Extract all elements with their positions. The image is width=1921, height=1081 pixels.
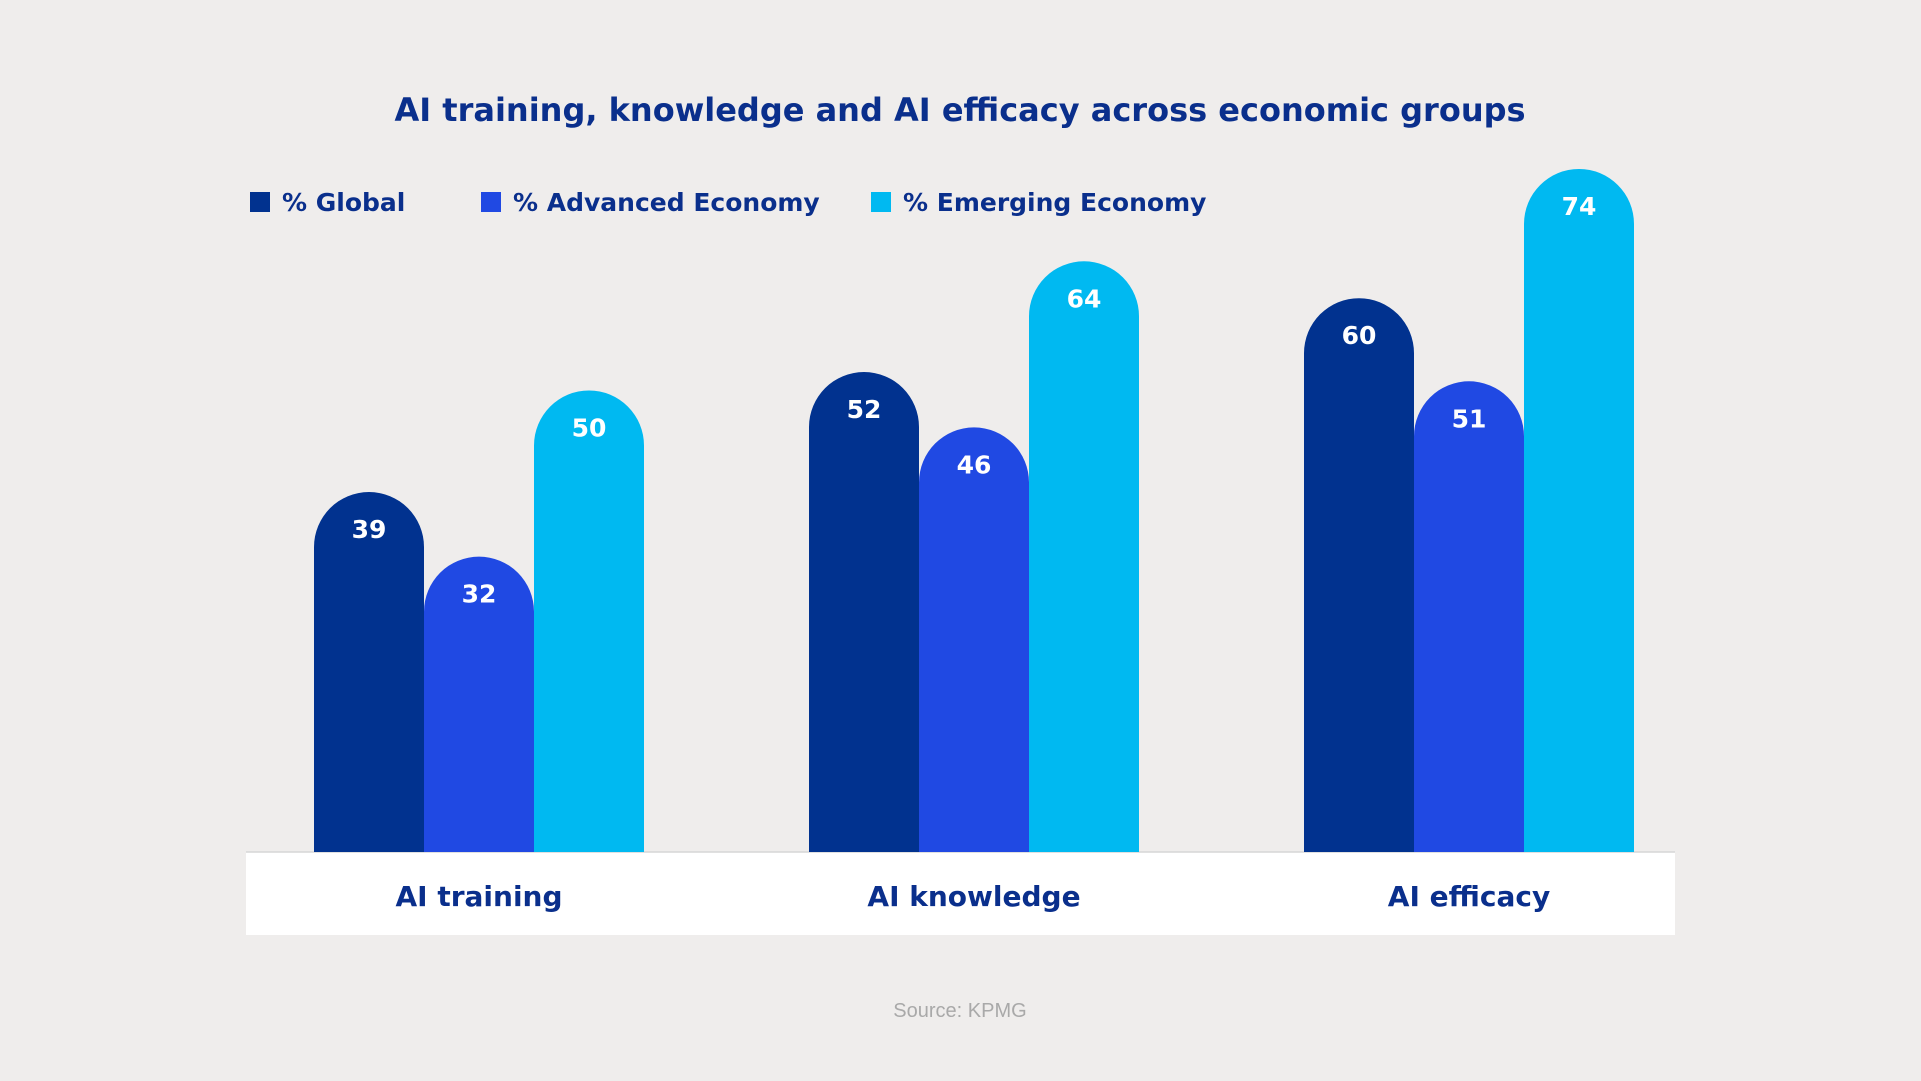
value-label-ai-knowledge-emerging-economy: 64 <box>1067 284 1102 313</box>
chart-title: AI training, knowledge and AI efficacy a… <box>394 91 1525 129</box>
legend-swatch-global <box>250 192 270 212</box>
bar-ai-efficacy-emerging-economy <box>1524 168 1634 853</box>
bar-ai-efficacy-global <box>1304 298 1414 852</box>
category-labels: AI training AI knowledge AI efficacy <box>395 880 1550 913</box>
value-label-ai-training-advanced-economy: 32 <box>462 580 497 609</box>
legend: % Global % Advanced Economy % Emerging Eco… <box>250 188 1206 217</box>
source-note: Source: KPMG <box>893 1000 1026 1022</box>
bar-ai-training-global <box>314 492 424 852</box>
category-band <box>246 852 1675 935</box>
bar-ai-training-emerging-economy <box>534 390 644 852</box>
value-label-ai-efficacy-advanced-economy: 51 <box>1452 404 1487 433</box>
bar-ai-knowledge-advanced-economy <box>919 427 1029 852</box>
value-label-ai-knowledge-global: 52 <box>847 395 882 424</box>
category-label-ai-efficacy: AI efficacy <box>1388 880 1550 913</box>
value-label-ai-training-global: 39 <box>352 515 387 544</box>
bars <box>314 168 1634 853</box>
legend-label-emerging-economy: % Emerging Economy <box>903 188 1206 217</box>
category-label-ai-knowledge: AI knowledge <box>867 880 1080 913</box>
value-label-ai-training-emerging-economy: 50 <box>572 414 607 443</box>
legend-swatch-emerging-economy <box>871 192 891 212</box>
bar-ai-efficacy-advanced-economy <box>1413 381 1524 852</box>
value-label-ai-efficacy-global: 60 <box>1342 321 1377 350</box>
legend-swatch-advanced-economy <box>481 192 501 212</box>
value-label-ai-knowledge-advanced-economy: 46 <box>957 450 992 479</box>
legend-label-advanced-economy: % Advanced Economy <box>513 188 820 217</box>
value-labels: 39 32 50 52 46 64 60 51 74 <box>352 192 1597 609</box>
category-label-ai-training: AI training <box>395 880 562 913</box>
bar-ai-training-advanced-economy <box>424 556 534 852</box>
bar-ai-knowledge-emerging-economy <box>1029 261 1139 852</box>
legend-label-global: % Global <box>282 188 405 217</box>
bar-ai-knowledge-global <box>809 372 919 852</box>
value-label-ai-efficacy-emerging-economy: 74 <box>1562 192 1597 221</box>
